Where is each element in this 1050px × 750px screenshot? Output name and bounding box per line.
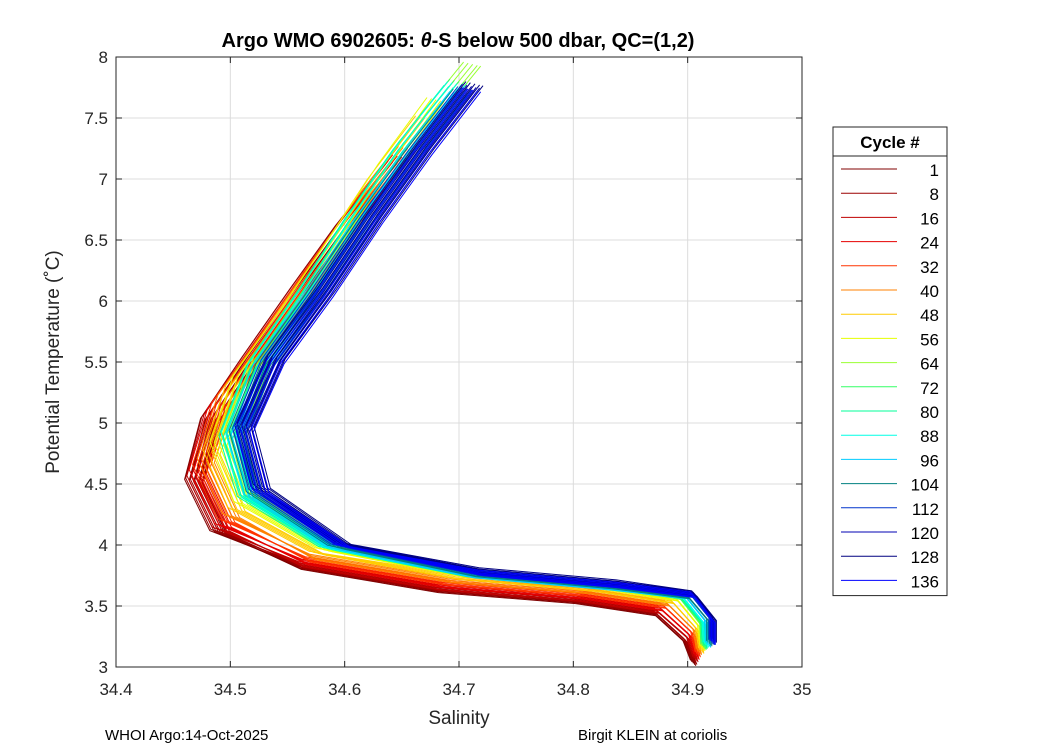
y-tick-label: 6: [99, 292, 108, 311]
tick-labels: 34.4 34.5 34.6 34.7 34.8 34.9 35 3 3.5 4 4.5 5 5.5 6 6…: [84, 48, 811, 699]
legend-label: 88: [920, 427, 939, 446]
series-line-40: [213, 137, 702, 655]
chart-title-part-1: Argo WMO 6902605:: [222, 30, 421, 52]
series-line-128: [253, 85, 717, 643]
y-tick-label: 7: [99, 170, 108, 189]
legend-label: 104: [911, 476, 939, 495]
legend-label: 112: [912, 500, 939, 519]
legend-label: 40: [920, 282, 939, 301]
y-tick-label: 5: [99, 414, 108, 433]
legend-title: Cycle #: [860, 133, 920, 152]
x-tick-label: 34.7: [442, 680, 475, 699]
x-axis-label: Salinity: [428, 708, 490, 729]
x-tick-label: 34.5: [214, 680, 247, 699]
y-tick-label: 4: [99, 536, 108, 555]
series-136: [235, 87, 716, 645]
y-tick-label: 5.5: [84, 353, 108, 372]
y-tick-label: 8: [99, 48, 108, 67]
footer-left: WHOI Argo:14-Oct-2025: [105, 727, 268, 744]
x-tick-label: 34.6: [328, 680, 361, 699]
y-axis-label: Potential Temperature (˚C): [43, 250, 64, 474]
legend-label: 16: [920, 209, 939, 228]
legend-box: [832, 126, 948, 597]
legend-label: 128: [911, 548, 939, 567]
legend-label: 80: [920, 403, 939, 422]
series-line-136: [249, 90, 715, 645]
legend-label: 48: [920, 306, 939, 325]
x-tick-label: 34.4: [99, 680, 132, 699]
x-tick-label: 35: [793, 680, 812, 699]
legend-label: 96: [920, 451, 939, 470]
legend-label: 56: [920, 330, 939, 349]
profile-lines: [184, 61, 717, 666]
chart-title-theta: θ: [420, 30, 431, 52]
y-tick-label: 6.5: [84, 231, 108, 250]
series-line-136: [252, 91, 716, 645]
legend-label: 24: [920, 234, 939, 253]
legend-label: 120: [911, 524, 939, 543]
legend-label: 64: [920, 355, 939, 374]
y-tick-label: 3: [99, 658, 108, 677]
x-tick-label: 34.8: [557, 680, 590, 699]
series-128: [236, 81, 717, 643]
chart-title-part-2: -S below 500 dbar, QC=(1,2): [432, 30, 695, 52]
footer-right: Birgit KLEIN at coriolis: [578, 727, 727, 744]
chart-title: Argo WMO 6902605: θ-S below 500 dbar, QC…: [222, 30, 695, 52]
legend-label: 8: [930, 185, 939, 204]
y-tick-label: 4.5: [84, 475, 108, 494]
series-line-40: [196, 133, 697, 650]
legend-label: 72: [920, 379, 939, 398]
y-tick-label: 7.5: [84, 109, 108, 128]
legend-label: 32: [920, 258, 939, 277]
axes-frame: [115, 56, 803, 668]
legend: Cycle # 1 8 16 24 32 40 48 56 64 72 80 88 96 104 112 120…: [832, 126, 948, 597]
series-line-128: [236, 81, 712, 638]
legend-label: 136: [911, 572, 939, 591]
y-tick-label: 3.5: [84, 597, 108, 616]
legend-label: 1: [930, 161, 939, 180]
series-line-136: [235, 87, 711, 640]
x-tick-label: 34.9: [671, 680, 704, 699]
